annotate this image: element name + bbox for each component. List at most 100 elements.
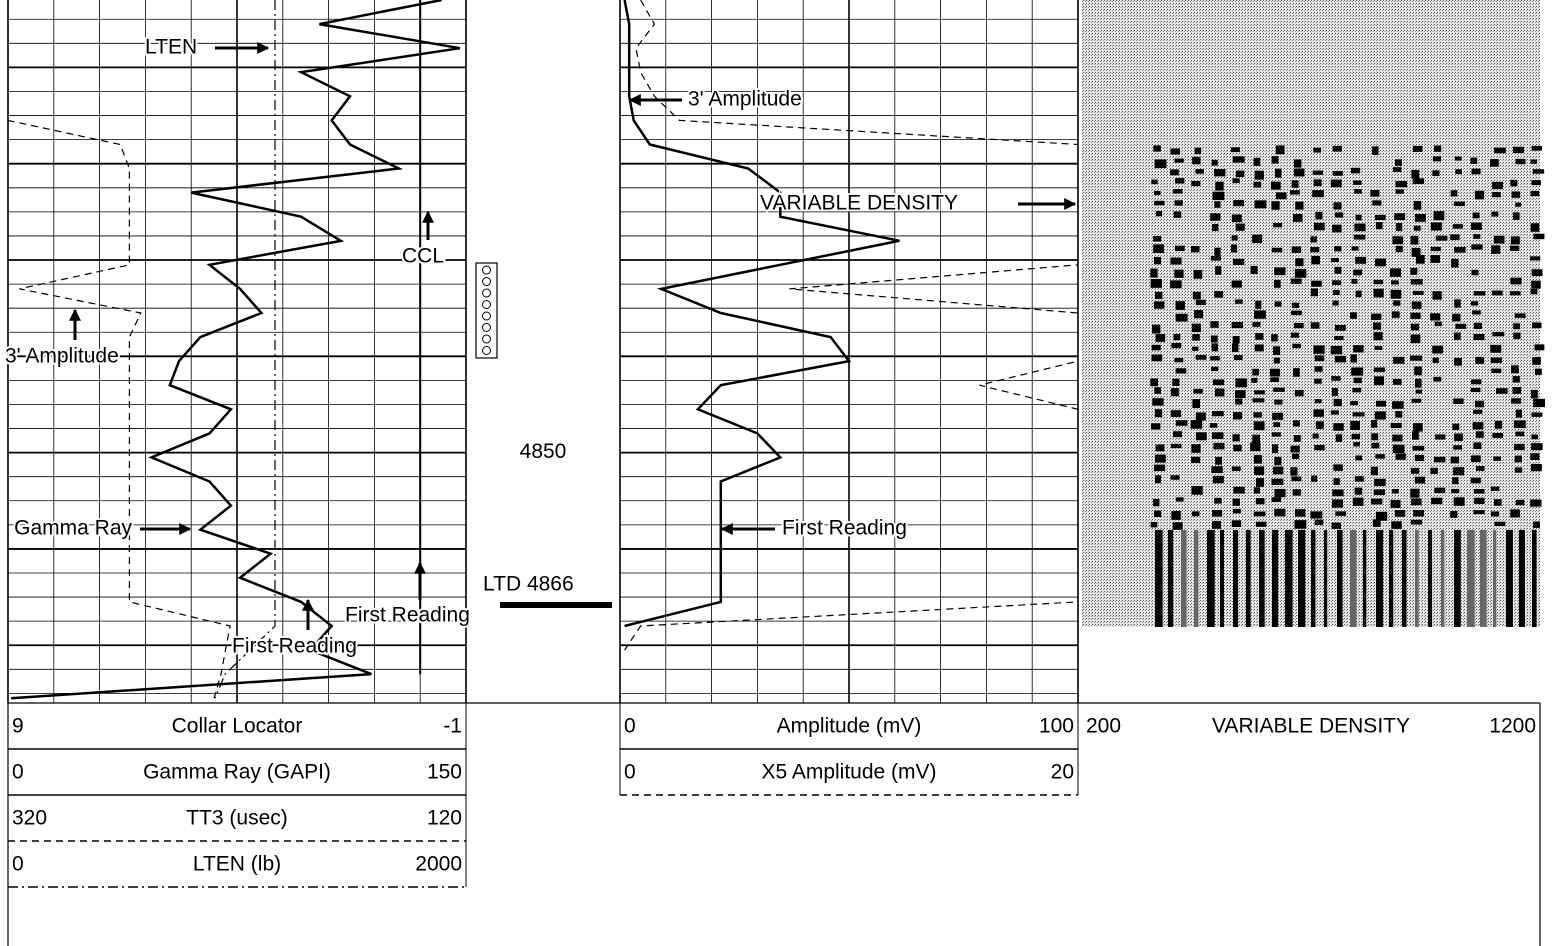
annotation: Gamma Ray	[14, 517, 132, 540]
vdl-stripe	[1512, 376, 1520, 383]
vdl-stripe	[1153, 244, 1164, 254]
vdl-stripe	[1332, 300, 1339, 306]
vdl-stripe	[1471, 379, 1482, 385]
vdl-stripe	[1510, 277, 1522, 285]
vdl-bar	[1532, 530, 1537, 627]
vdl-stripe	[1191, 245, 1200, 253]
perforation	[482, 346, 491, 355]
vdl-stripe	[1395, 245, 1403, 253]
vdl-stripe	[1231, 280, 1242, 288]
vdl-stripe	[1294, 268, 1307, 278]
scale-right: 150	[427, 761, 462, 784]
vdl-stripe	[1310, 247, 1320, 253]
perforation	[482, 288, 491, 298]
vdl-stripe	[1512, 212, 1520, 220]
scale-right: 1200	[1489, 715, 1536, 738]
vdl-stripe	[1473, 333, 1485, 341]
vdl-stripe	[1270, 368, 1280, 377]
vdl-stripe	[1195, 432, 1207, 441]
vdl-stripe	[1371, 313, 1382, 320]
vdl-stripe	[1314, 399, 1322, 404]
vdl-stripe	[1274, 456, 1282, 466]
vdl-stripe	[1255, 478, 1265, 487]
vdl-stripe	[1210, 356, 1220, 361]
vdl-stripe	[1334, 355, 1346, 363]
vdl-stripe	[1334, 266, 1342, 274]
vdl-stripe	[1152, 398, 1164, 406]
vdl-stripe	[1294, 520, 1307, 529]
vdl-stripe	[1274, 267, 1286, 276]
vdl-stripe	[1234, 355, 1243, 361]
vdl-stripe	[1333, 478, 1340, 485]
vdl-stripe	[1453, 201, 1465, 207]
vdl-stripe	[1234, 390, 1246, 399]
vdl-stripe	[1371, 442, 1380, 449]
vdl-stripe	[1270, 377, 1280, 382]
vdl-stripe	[1174, 245, 1185, 251]
vdl-stripe	[1250, 266, 1258, 274]
scale-name: Gamma Ray (GAPI)	[143, 761, 331, 784]
scale-left: 200	[1086, 715, 1121, 738]
vdl-stripe	[1273, 387, 1285, 392]
vdl-stripe	[1195, 169, 1204, 174]
vdl-stripe	[1515, 158, 1526, 165]
vdl-stripe	[1253, 455, 1262, 464]
vdl-stripe	[1231, 244, 1238, 253]
vdl-stripe	[1433, 456, 1446, 463]
vdl-stripe	[1410, 467, 1420, 474]
vdl-stripe	[1491, 245, 1501, 254]
vdl-stripe	[1231, 214, 1242, 223]
vdl-stripe	[1335, 511, 1346, 516]
perforation-symbol	[475, 262, 498, 359]
vdl-stripe	[1454, 299, 1461, 308]
vdl-stripe	[1353, 345, 1364, 353]
scale-left: 0	[624, 761, 636, 784]
vdl-bar	[1272, 530, 1279, 627]
vdl-stripe	[1411, 301, 1422, 309]
vdl-stripe	[1231, 322, 1244, 329]
vdl-stripe	[1353, 234, 1366, 240]
vdl-stripe	[1492, 332, 1505, 337]
vdl-stripe	[1370, 466, 1379, 476]
vdl-stripe	[1373, 489, 1385, 495]
vdl-stripe	[1153, 464, 1166, 472]
vdl-stripe	[1155, 211, 1163, 217]
vdl-stripe	[1492, 290, 1503, 296]
vdl-stripe	[1372, 322, 1382, 330]
vdl-stripe	[1271, 247, 1283, 253]
vdl-stripe	[1255, 333, 1264, 340]
vdl-stripe	[1174, 158, 1184, 163]
vdl-stripe	[1430, 313, 1441, 321]
vdl-stripe	[1514, 313, 1526, 318]
vdl-stripe	[1154, 387, 1161, 394]
vdl-stripe	[1471, 244, 1483, 250]
vdl-stripe	[1435, 434, 1446, 440]
vdl-stripe	[1213, 168, 1226, 177]
vdl-stripe	[1333, 398, 1342, 407]
perforation	[482, 323, 491, 332]
vdl-stripe	[1253, 181, 1262, 188]
vdl-stripe	[1514, 455, 1522, 463]
vdl-stripe	[1273, 422, 1281, 428]
vdl-stripe	[1394, 213, 1406, 221]
vdl-stripe	[1534, 368, 1542, 375]
vdl-stripe	[1253, 310, 1266, 319]
vdl-stripe	[1192, 156, 1201, 165]
vdl-stripe	[1432, 357, 1439, 363]
vdl-stripe	[1253, 412, 1262, 418]
vdl-stripe	[1215, 266, 1222, 275]
vdl-stripe	[1232, 258, 1245, 265]
vdl-stripe	[1293, 323, 1304, 329]
vdl-stripe	[1194, 147, 1202, 155]
vdl-stripe	[1414, 476, 1426, 484]
scale-left: 9	[12, 715, 24, 738]
vdl-bar	[1389, 530, 1394, 627]
vdl-stripe	[1212, 191, 1225, 201]
vdl-stripe	[1273, 466, 1284, 475]
vdl-stripe	[1412, 431, 1419, 440]
vdl-stripe	[1371, 420, 1378, 428]
vdl-stripe	[1472, 310, 1481, 315]
vdl-stripe	[1232, 178, 1240, 184]
vdl-stripe	[1150, 423, 1161, 430]
vdl-stripe	[1474, 190, 1485, 200]
